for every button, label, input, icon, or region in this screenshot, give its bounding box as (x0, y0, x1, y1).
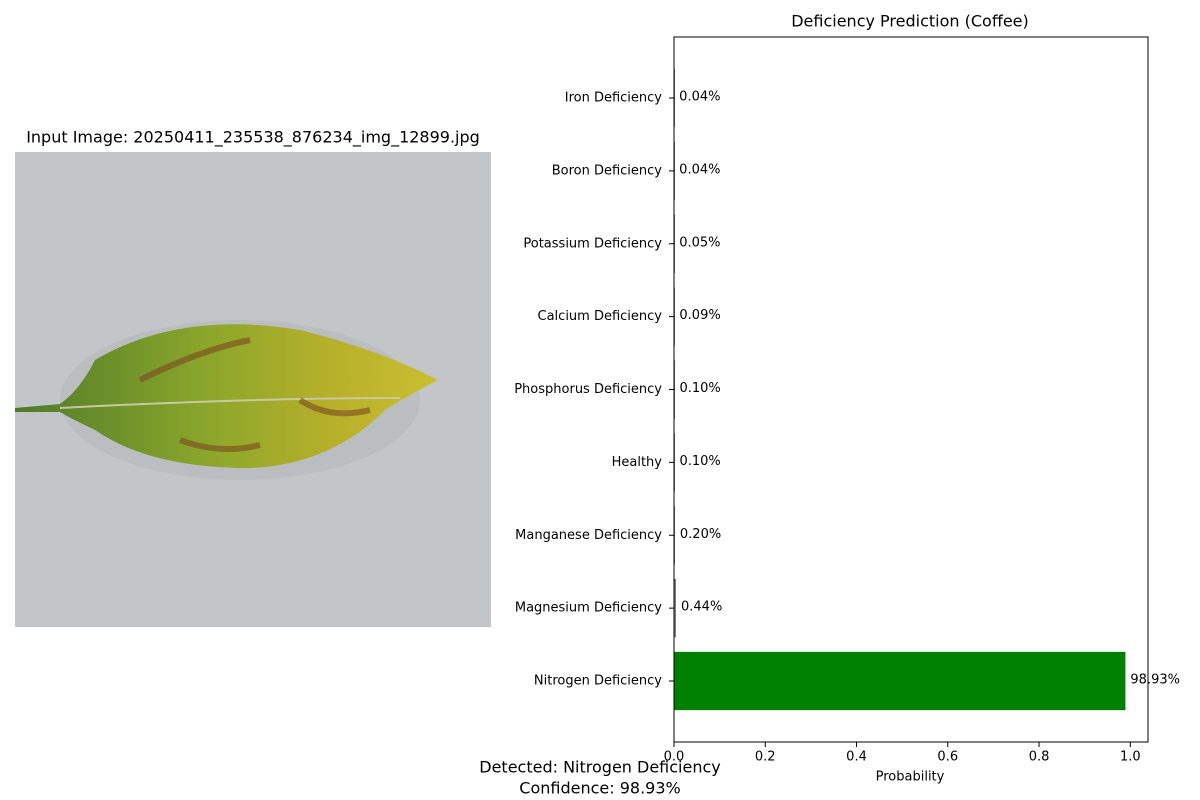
y-tick-label: Nitrogen Deficiency (534, 674, 662, 689)
bar (674, 651, 1126, 711)
x-axis-label: Probability (876, 770, 945, 785)
value-label: 98.93% (1130, 673, 1180, 688)
value-label: 0.10% (679, 381, 720, 396)
confidence-text: Confidence: 98.93% (519, 779, 680, 798)
x-tick-label: 0.2 (755, 750, 776, 765)
value-label: 0.44% (681, 600, 722, 615)
value-label: 0.10% (679, 454, 720, 469)
y-tick-label: Phosphorus Deficiency (514, 382, 662, 397)
detected-text: Detected: Nitrogen Deficiency (479, 758, 721, 777)
y-tick-label: Boron Deficiency (552, 163, 663, 178)
bar (674, 578, 677, 638)
image-title: Input Image: 20250411_235538_876234_img_… (26, 128, 480, 148)
y-tick-label: Healthy (612, 455, 663, 470)
x-tick-label: 0.4 (846, 750, 867, 765)
value-label: 0.09% (679, 308, 720, 323)
x-tick-label: 0.0 (664, 750, 685, 765)
input-image (15, 152, 491, 627)
y-tick-label: Potassium Deficiency (523, 236, 662, 251)
value-label: 0.05% (679, 235, 720, 250)
y-tick-label: Manganese Deficiency (515, 528, 662, 543)
x-tick-label: 1.0 (1120, 750, 1141, 765)
y-tick-label: Iron Deficiency (565, 91, 663, 106)
y-tick-label: Magnesium Deficiency (515, 601, 662, 616)
value-label: 0.20% (680, 527, 721, 542)
value-label: 0.04% (679, 90, 720, 105)
plot-frame (673, 36, 1149, 743)
x-tick-label: 0.6 (937, 750, 958, 765)
y-tick-label: Calcium Deficiency (538, 309, 663, 324)
x-tick-label: 0.8 (1029, 750, 1050, 765)
value-label: 0.04% (679, 162, 720, 177)
chart-title: Deficiency Prediction (Coffee) (791, 12, 1029, 31)
